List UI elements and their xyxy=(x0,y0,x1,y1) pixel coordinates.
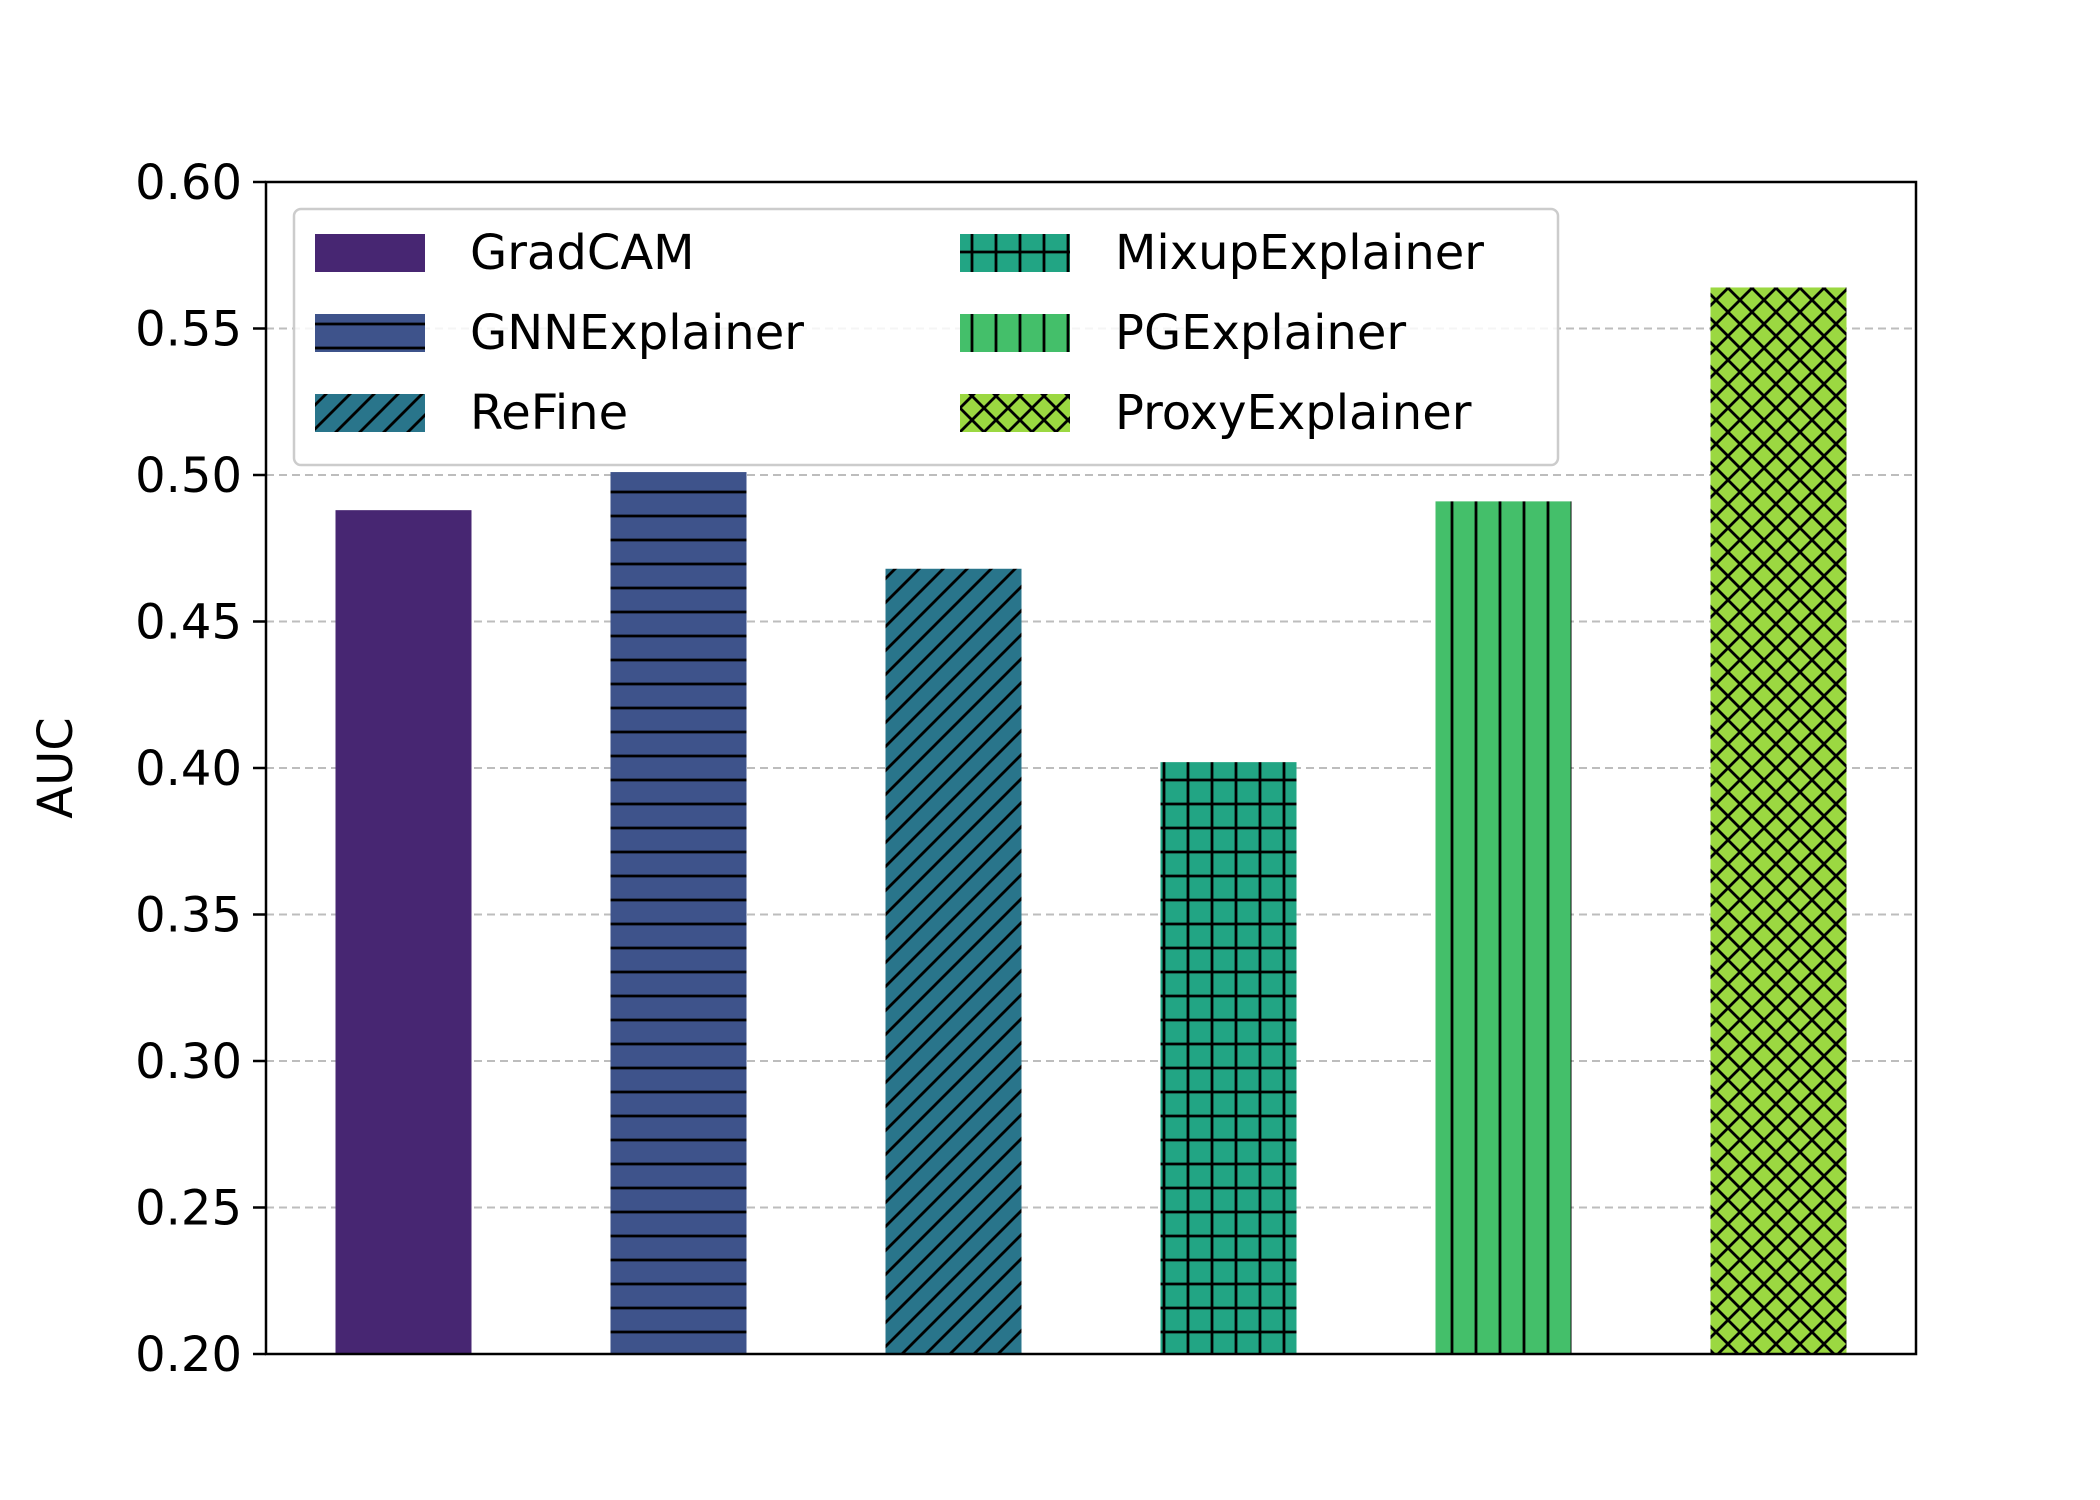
legend-label: ReFine xyxy=(470,385,628,441)
legend-label: GradCAM xyxy=(470,225,695,281)
y-tick-label: 0.35 xyxy=(135,888,242,944)
y-tick-label: 0.25 xyxy=(135,1181,242,1237)
bar-mixupexplainer xyxy=(1160,762,1297,1354)
legend-label: MixupExplainer xyxy=(1115,225,1484,281)
grid-lines xyxy=(266,327,1916,1209)
legend-label: GNNExplainer xyxy=(470,305,804,361)
y-axis: 0.20 0.25 0.30 0.35 0.40 0.45 0.50 0.55 0.60 xyxy=(135,155,266,1383)
legend-label: ProxyExplainer xyxy=(1115,385,1472,441)
legend-swatch xyxy=(315,314,425,352)
y-tick-label: 0.20 xyxy=(135,1327,242,1383)
legend-swatch xyxy=(960,394,1070,432)
legend-swatch xyxy=(960,314,1070,352)
y-tick-label: 0.60 xyxy=(135,155,242,211)
legend-label: PGExplainer xyxy=(1115,305,1406,361)
y-tick-label: 0.40 xyxy=(135,741,242,797)
legend-swatch xyxy=(315,234,425,272)
y-tick-label: 0.30 xyxy=(135,1034,242,1090)
legend: GradCAM GNNExplainer ReFine MixupExplainer P… xyxy=(292,207,1560,467)
bar-refine xyxy=(885,568,1022,1354)
legend-swatch xyxy=(315,394,425,432)
y-axis-label: AUC xyxy=(28,717,84,818)
bar-proxyexplainer xyxy=(1710,287,1847,1355)
y-tick-label: 0.50 xyxy=(135,448,242,504)
bars xyxy=(335,287,1847,1355)
bar-pgexplainer xyxy=(1435,501,1572,1354)
y-tick-label: 0.55 xyxy=(135,302,242,358)
legend-box xyxy=(292,207,1560,467)
legend-swatch xyxy=(960,234,1070,272)
bar-gnnexplainer xyxy=(610,472,747,1354)
bar-gradcam xyxy=(335,510,472,1354)
y-tick-label: 0.45 xyxy=(135,595,242,651)
